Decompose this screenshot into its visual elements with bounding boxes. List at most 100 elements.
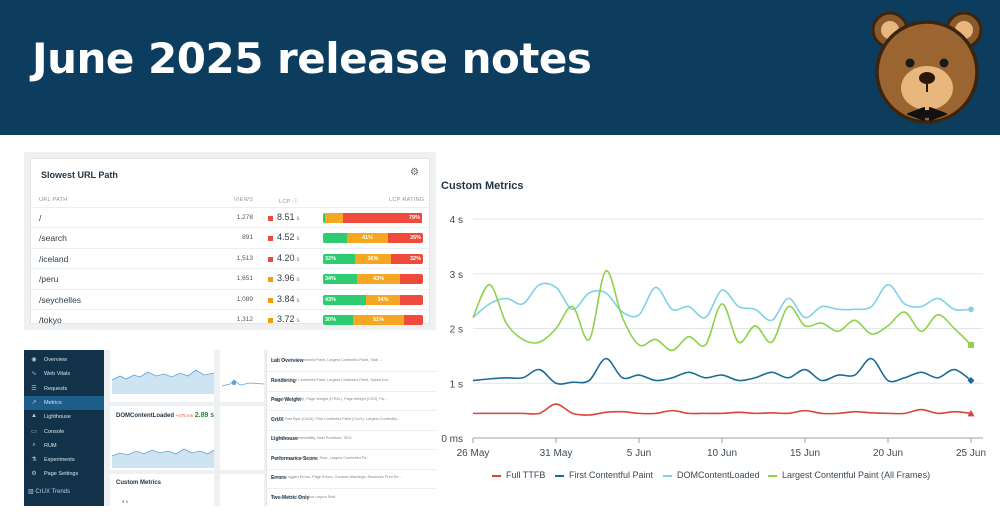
list-item[interactable]: Two Metric Only Good (CrUX), Cumulative L… [267,487,436,507]
mini-custom-metrics-title: Custom Metrics [116,480,162,486]
gear-icon[interactable]: ⚙ [410,167,419,178]
views-count: 1,312 [236,316,253,323]
gear-icon: ⚙ [31,471,37,478]
list-item[interactable]: Page Weight Page Weight (Total), Page Wei… [267,389,436,411]
list-item[interactable]: Errors Console Logged Errors, Page Errors… [267,467,436,489]
series-line-full-ttfb[interactable] [473,403,972,416]
series-line-largest-contentful-paint-all-frames[interactable] [472,270,972,352]
series-line-domcontentloaded[interactable] [472,282,972,322]
lcp-value: 3.72 s [277,314,300,324]
rating-ni-segment [325,213,343,223]
table-row[interactable]: /search 891 4.52 s 41% 35% [31,227,429,247]
views-count: 1,089 [236,295,253,303]
series-line-first-contentful-paint[interactable] [472,357,972,385]
sidebar-item-page-settings[interactable]: ⚙ Page Settings [31,471,79,478]
metric-group-name: Lighthouse [271,436,298,442]
x-tick-label: 10 Jun [707,448,737,459]
y-tick-label: 0 ms [441,434,463,445]
list-item[interactable]: Lighthouse Performance, Accessibility, Be… [267,428,436,450]
list-item[interactable]: Lab Overview Full TTFB, First Contentful … [267,350,436,372]
url-path[interactable]: / [39,213,42,223]
sidebar-item-requests[interactable]: ☰ Requests [31,385,68,392]
list-icon: ☰ [31,385,37,392]
series-end-marker [967,377,975,385]
legend-item[interactable]: Largest Contentful Paint (All Frames) [768,470,930,480]
trend-icon: ↗ [31,399,37,406]
lcp-rating-bar: 30% 51% [323,315,423,325]
page-title: June 2025 release notes [32,34,592,83]
rating-good-segment: 34% [323,274,357,285]
lcp-status-dot [268,318,273,323]
rating-good-segment: 30% [323,315,353,325]
table-row[interactable]: /tokyo 1,312 3.72 s 30% 51% [31,309,429,329]
list-item[interactable]: Performance Score Performance, Total Bloc… [267,448,436,470]
lighthouse-icon: ▲ [31,413,37,420]
list-item[interactable]: CrUX Time to First Byte (CrUX), First Con… [267,409,436,431]
metric-group-name: Errors [271,475,287,481]
legend-item[interactable]: First Contentful Paint [555,470,653,480]
url-path[interactable]: /iceland [39,253,69,264]
rating-good-segment [323,233,347,244]
lcp-rating-bar: 34% 43% [323,274,423,285]
sidebar-item-rum[interactable]: ⌕ RUM [24,439,104,453]
views-count: 891 [242,234,253,242]
mini-axis-label: 4 s [122,499,129,504]
lcp-value: 8.51 s [277,212,300,222]
column-header-views[interactable]: VIEWS [234,197,254,203]
x-tick-label: 5 Jun [627,448,651,459]
sidebar-item-experiments[interactable]: ⚗ Experiments [31,457,75,464]
flask-icon: ⚗ [31,457,37,464]
sidebar-item-metrics[interactable]: ↗ Metrics [24,395,104,410]
views-count: 1,278 [236,214,253,221]
legend-swatch [768,474,777,477]
slowest-url-panel: Slowest URL Path ⚙ URL PATH VIEWS LCP ⓘ … [30,158,430,325]
table-row[interactable]: /peru 1,651 3.96 s 34% 43% [31,268,429,288]
views-count: 1,513 [236,254,253,262]
series-end-marker [967,409,975,417]
sidebar-item-console[interactable]: ▭ Console [31,428,65,435]
rating-poor-segment [404,315,423,325]
url-path[interactable]: /seychelles [39,294,82,305]
table-row[interactable]: /seychelles 1,089 3.84 s 43% 34% [31,288,429,309]
list-item[interactable]: Rendering Full TTFB, First Contentful Pai… [267,370,436,392]
metric-group-name: Page Weight [271,397,301,403]
metric-group-description: Page Weight (Total), Page Weight (HTML),… [271,397,388,401]
lcp-rating-bar: 32% 36% 32% [323,253,423,264]
rating-good-segment: 43% [323,294,366,305]
rating-ni-segment: 43% [357,274,400,285]
metric-group-description: Full TTFB, First Contentful Paint, Large… [271,358,383,362]
metric-group-name: Performance Score [271,455,317,462]
chart-title: Custom Metrics [441,180,524,192]
help-icon[interactable]: ⓘ [292,199,299,205]
rating-good-segment: 32% [323,253,355,264]
series-end-marker [968,306,974,313]
lcp-value: 3.84 s [277,293,300,304]
table-row[interactable]: /iceland 1,513 4.20 s 32% 36% 32% [31,247,429,268]
lcp-status-dot [268,216,273,221]
legend-swatch [492,474,501,477]
sidebar-item-lighthouse[interactable]: ▲ Lighthouse [31,413,71,421]
sidebar-item-web-vitals[interactable]: ∿ Web Vitals [31,371,71,378]
x-tick-label: 26 May [457,448,490,459]
lcp-status-dot [268,236,273,242]
legend-item[interactable]: DOMContentLoaded [663,470,760,480]
table-row[interactable]: / 1,278 8.51 s 79% [31,207,429,227]
column-header-lcp[interactable]: LCP ⓘ [279,199,299,205]
series-end-marker [968,341,974,348]
rating-ni-segment: 36% [355,253,391,264]
metric-group-description: Console Logged Errors, Page Errors, Cons… [271,475,402,479]
rating-poor-segment: 35% [388,233,423,244]
metric-group-description: Performance, Total Blocking Time, Larges… [271,455,370,460]
url-path[interactable]: /tokyo [39,315,62,325]
legend-item[interactable]: Full TTFB [492,470,545,480]
legend-swatch [663,474,672,477]
metric-group-description: Time to First Byte (CrUX), First Content… [271,416,401,421]
url-path[interactable]: /peru [39,274,59,285]
console-icon: ▭ [31,428,37,435]
rating-good-segment [323,213,325,223]
lcp-status-dot [268,256,273,262]
sidebar-item-crux-trends[interactable]: ▥ CrUX Trends [28,489,71,495]
url-path[interactable]: /search [39,233,67,244]
sidebar-item-overview[interactable]: ◉ Overview [31,357,67,363]
metric-group-name: Rendering [271,377,296,384]
